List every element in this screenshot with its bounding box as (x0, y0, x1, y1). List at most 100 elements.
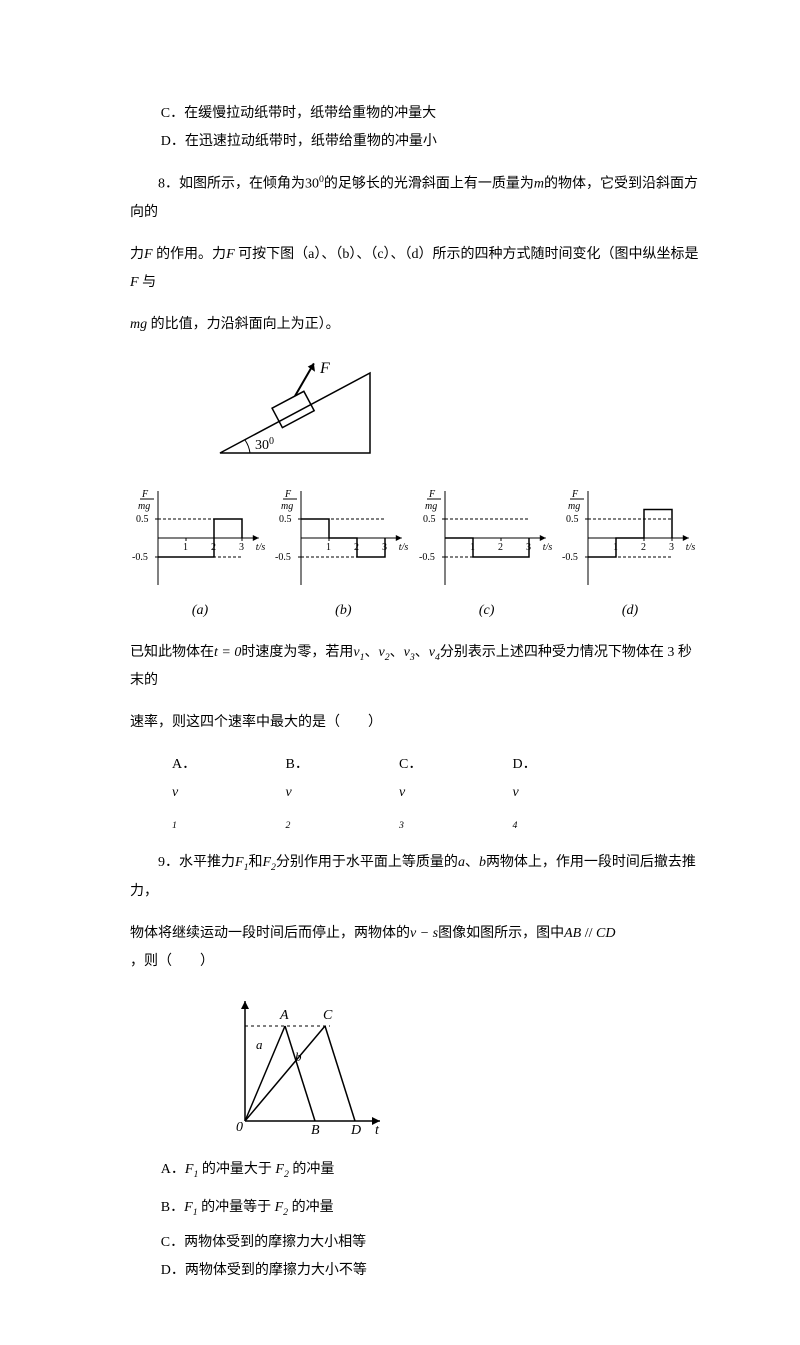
svg-text:F: F (428, 489, 436, 500)
q8-optB: B．v2 (286, 751, 396, 835)
chart-d: Fmg0.5-0.5123t/s(d) (560, 483, 700, 625)
svg-text:0.5: 0.5 (423, 514, 436, 525)
q8-after1: 已知此物体在t = 0时速度为零，若用v1、v2、v3、v4分别表示上述四种受力… (130, 639, 700, 695)
q8-line2: 力F 的作用。力F 可按下图（a）、（b）、（c）、（d）所示的四种方式随时间变… (130, 241, 700, 297)
q8-after2: 速率，则这四个速率中最大的是（ ） (130, 709, 700, 737)
v3: v3 (404, 645, 415, 660)
t: ，则（ ） (130, 954, 214, 969)
q8-F: F (144, 247, 153, 262)
svg-text:B: B (311, 1123, 320, 1138)
svg-text:A: A (279, 1008, 289, 1023)
charts-row: Fmg0.5-0.5123t/s(a) Fmg0.5-0.5123t/s(b) … (130, 483, 700, 625)
svg-text:mg: mg (568, 501, 580, 512)
q8-options: A．v1 B．v2 C．v3 D．v4 (172, 751, 700, 835)
q9-optC: C．两物体受到的摩擦力大小相等 (161, 1229, 700, 1257)
q8-optC: C．v3 (399, 751, 509, 835)
svg-text:mg: mg (138, 501, 150, 512)
q9-optB: B．F1 的冲量等于 F2 的冲量 (161, 1194, 700, 1222)
svg-text:0: 0 (236, 1120, 243, 1135)
q8-angle: 30 (305, 177, 319, 192)
q8-optD: D．v4 (513, 751, 623, 835)
q7-option-c: C．在缓慢拉动纸带时，纸带给重物的冲量大 (161, 100, 700, 128)
q8-text: 可按下图（a）、（b）、（c）、（d）所示的四种方式随时间变化（图中纵坐标是 (235, 247, 699, 262)
q8-optA: A．v1 (172, 751, 282, 835)
b: b (479, 855, 486, 870)
q9-optD: D．两物体受到的摩擦力大小不等 (161, 1257, 700, 1285)
q7-option-d: D．在迅速拉动纸带时，纸带给重物的冲量小 (161, 128, 700, 156)
svg-text:a: a (256, 1037, 263, 1052)
q8-text: 的足够长的光滑斜面上有一质量为 (324, 177, 534, 192)
vs: v − s (410, 926, 438, 941)
svg-text:300: 300 (255, 436, 274, 453)
t: 图像如图所示，图中 (438, 926, 564, 941)
t: 分别作用于水平面上等质量的 (276, 855, 458, 870)
svg-text:F: F (284, 489, 292, 500)
svg-text:1: 1 (183, 542, 188, 553)
t: 9．水平推力 (158, 855, 235, 870)
svg-text:t: t (375, 1123, 380, 1138)
F1: F1 (235, 855, 248, 870)
t: 和 (248, 855, 262, 870)
q8-mg: mg (130, 317, 147, 332)
v2: v2 (378, 645, 389, 660)
svg-text:t/s: t/s (256, 542, 266, 553)
q8-F: F (226, 247, 235, 262)
svg-text:F: F (571, 489, 579, 500)
q8-m: m (534, 177, 544, 192)
t: 、 (465, 855, 479, 870)
vt-graph: 0 A C B D t a b (220, 991, 700, 1141)
chart-a: Fmg0.5-0.5123t/s(a) (130, 483, 270, 625)
F2: F2 (262, 855, 275, 870)
v1: v1 (353, 645, 364, 660)
chart-b: Fmg0.5-0.5123t/s(b) (273, 483, 413, 625)
chart-label-c: (c) (417, 597, 557, 625)
t: 物体将继续运动一段时间后而停止，两物体的 (130, 926, 410, 941)
svg-text:b: b (295, 1049, 302, 1064)
svg-text:0.5: 0.5 (566, 514, 579, 525)
a: a (458, 855, 465, 870)
svg-text:D: D (350, 1123, 361, 1138)
chart-c: Fmg0.5-0.5123t/s(c) (417, 483, 557, 625)
t: 已知此物体在 (130, 645, 214, 660)
q8-line1: 8．如图所示，在倾角为300的足够长的光滑斜面上有一质量为m的物体，它受到沿斜面… (130, 170, 700, 227)
chart-label-a: (a) (130, 597, 270, 625)
svg-text:mg: mg (425, 501, 437, 512)
svg-text:2: 2 (498, 542, 503, 553)
svg-text:C: C (323, 1008, 333, 1023)
svg-text:2: 2 (641, 542, 646, 553)
t: 时速度为零，若用 (241, 645, 353, 660)
q8-text: 的比值，力沿斜面向上为正）。 (147, 317, 340, 332)
q9-optA: A．F1 的冲量大于 F2 的冲量 (161, 1156, 700, 1184)
chart-label-d: (d) (560, 597, 700, 625)
svg-text:-0.5: -0.5 (419, 552, 435, 563)
CD: CD (596, 926, 615, 941)
par: // (581, 926, 596, 941)
AB: AB (564, 926, 581, 941)
incline-figure: 300 F (210, 353, 700, 463)
svg-text:t/s: t/s (686, 542, 696, 553)
svg-text:mg: mg (281, 501, 293, 512)
q8-F: F (130, 275, 139, 290)
svg-text:-0.5: -0.5 (275, 552, 291, 563)
q8-text: 与 (139, 275, 157, 290)
svg-text:t/s: t/s (399, 542, 409, 553)
svg-text:0.5: 0.5 (136, 514, 149, 525)
q8-text: 8．如图所示，在倾角为 (158, 177, 305, 192)
q8-text: 力 (130, 247, 144, 262)
t0: t = 0 (214, 645, 241, 660)
chart-label-b: (b) (273, 597, 413, 625)
svg-text:1: 1 (326, 542, 331, 553)
q9-line2: 物体将继续运动一段时间后而停止，两物体的v − s图像如图所示，图中AB // … (130, 920, 700, 976)
svg-text:0.5: 0.5 (279, 514, 292, 525)
svg-text:F: F (319, 360, 330, 377)
svg-text:3: 3 (239, 542, 244, 553)
svg-text:-0.5: -0.5 (132, 552, 148, 563)
q9-line1: 9．水平推力F1和F2分别作用于水平面上等质量的a、b两物体上，作用一段时间后撤… (130, 849, 700, 905)
v4: v4 (429, 645, 440, 660)
q8-text: 的作用。力 (153, 247, 227, 262)
svg-text:-0.5: -0.5 (562, 552, 578, 563)
svg-text:t/s: t/s (542, 542, 552, 553)
svg-text:F: F (141, 489, 149, 500)
q8-line3: mg 的比值，力沿斜面向上为正）。 (130, 311, 700, 339)
svg-text:3: 3 (669, 542, 674, 553)
